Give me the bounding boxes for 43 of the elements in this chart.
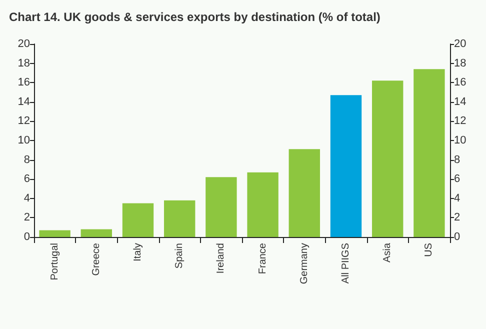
x-tick-label: Spain [174, 243, 186, 269]
x-tick-label: France [257, 242, 268, 274]
y2-tick-label: 10 [454, 134, 466, 146]
chart-title: Chart 14. UK goods & services exports by destination (% of total) [9, 10, 380, 24]
y2-tick-label: 0 [454, 231, 460, 243]
y-tick-label: 18 [18, 57, 30, 70]
bar [330, 95, 362, 237]
y-tick-label: 2 [24, 212, 30, 224]
x-tick-label: Germany [298, 243, 310, 284]
x-tick-label: US [424, 242, 435, 257]
y-tick-label: 16 [18, 76, 30, 89]
y-tick-label: 14 [18, 96, 30, 108]
y-tick-label: 4 [24, 192, 30, 204]
y2-tick-label: 20 [454, 38, 466, 50]
bar [39, 230, 70, 237]
y-tick-label: 0 [24, 231, 30, 243]
y2-tick-label: 14 [454, 96, 466, 108]
y-tick-label: 12 [18, 115, 30, 128]
bar [372, 80, 404, 237]
bar [288, 149, 320, 237]
bar [247, 172, 278, 237]
x-tick-label: Italy [132, 243, 144, 262]
y-tick-label: 10 [18, 134, 30, 146]
y-tick-label: 20 [18, 38, 30, 50]
x-tick-label: Greece [90, 242, 102, 276]
y2-tick-label: 18 [454, 57, 466, 70]
y2-tick-label: 4 [454, 192, 460, 204]
y2-tick-label: 12 [454, 115, 466, 128]
y2-tick-label: 6 [454, 173, 460, 186]
y-tick-label: 6 [24, 173, 30, 186]
bar [80, 229, 112, 237]
y2-tick-label: 2 [454, 212, 460, 224]
x-tick-label: Portugal [49, 243, 60, 280]
y-tick-label: 8 [24, 154, 30, 166]
bar [206, 177, 237, 237]
x-tick-label: Ireland [216, 243, 227, 274]
y2-tick-label: 16 [454, 76, 466, 89]
bar [414, 69, 445, 237]
x-tick-label: All PIIGS [340, 242, 352, 284]
bar [164, 200, 196, 237]
x-tick-label: Asia [382, 242, 394, 262]
bar [122, 203, 154, 237]
y2-tick-label: 8 [454, 154, 460, 166]
